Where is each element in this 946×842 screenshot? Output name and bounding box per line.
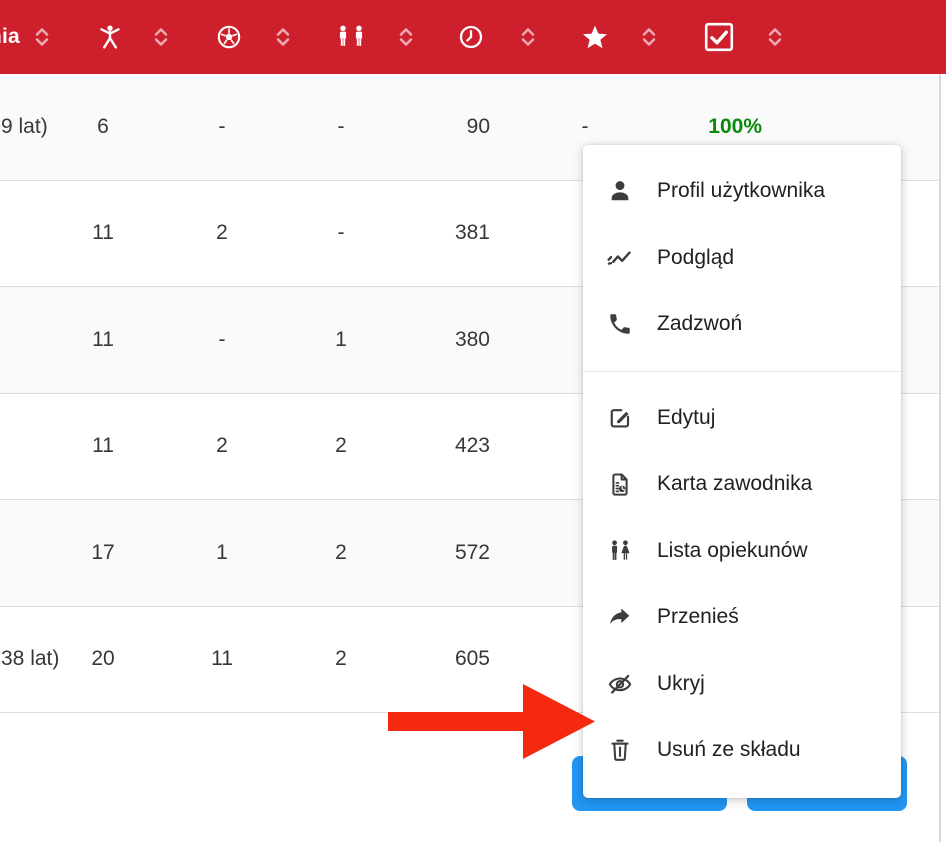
menu-item-podglad[interactable]: Podgląd	[583, 225, 901, 292]
cell-players: -	[337, 221, 345, 244]
cell-athlete: 11	[92, 221, 114, 244]
cell-players: 1	[335, 327, 347, 351]
cell-star: -	[581, 114, 589, 138]
soccer-ball-icon[interactable]	[216, 0, 242, 74]
cell-clock: 572	[454, 540, 490, 564]
menu-item-lista-opiekunow[interactable]: Lista opiekunów	[583, 518, 901, 585]
cell-athlete: 6	[97, 114, 109, 138]
menu-item-karta-zawodnika[interactable]: Karta zawodnika	[583, 451, 901, 518]
sort-chevrons-icon[interactable]	[640, 25, 658, 49]
sort-chevrons-icon[interactable]	[766, 25, 784, 49]
cell-athlete: 20	[91, 647, 115, 670]
menu-item-edytuj[interactable]: Edytuj	[583, 385, 901, 452]
sort-chevrons-icon[interactable]	[33, 25, 51, 49]
menu-item-ukryj[interactable]: Ukryj	[583, 651, 901, 718]
checkbox-icon[interactable]	[704, 0, 734, 74]
cell-clock: 90	[466, 114, 490, 138]
cell-ball: 1	[216, 540, 228, 564]
cell-ball: 2	[216, 434, 228, 457]
cell-athlete: 11	[92, 327, 114, 351]
cell-players: -	[337, 114, 345, 138]
player-name-fragment	[1, 394, 73, 499]
player-card-icon	[607, 471, 633, 497]
cell-clock: 381	[454, 221, 490, 244]
cell-players: 2	[335, 434, 347, 457]
column-header-name[interactable]: nia	[0, 25, 20, 48]
table-right-border	[939, 74, 941, 842]
cell-clock: 605	[454, 647, 490, 670]
cell-players: 2	[335, 540, 347, 564]
player-name-fragment: 9 lat)	[1, 114, 48, 138]
star-icon[interactable]	[581, 0, 609, 74]
player-name-fragment	[1, 287, 73, 392]
cell-clock: 380	[454, 327, 490, 351]
cell-clock: 423	[454, 434, 490, 457]
cell-athlete: 11	[92, 434, 114, 457]
cell-players: 2	[335, 647, 347, 670]
cell-ball: 11	[211, 647, 233, 670]
guardians-icon	[607, 538, 633, 564]
two-players-icon[interactable]	[335, 0, 367, 74]
clock-icon[interactable]	[458, 0, 484, 74]
menu-divider	[583, 370, 901, 372]
phone-icon	[607, 311, 633, 337]
cell-ball: 2	[216, 221, 228, 244]
cell-ball: -	[218, 114, 226, 138]
move-icon	[607, 604, 633, 630]
player-name-fragment	[1, 500, 73, 605]
line-chart-icon	[607, 245, 633, 271]
row-context-menu: Profil użytkownika Podgląd Zadzwoń Edytu…	[583, 145, 901, 798]
table-header: nia	[0, 0, 946, 74]
player-name-fragment: 38 lat)	[1, 647, 60, 670]
sort-chevrons-icon[interactable]	[274, 25, 292, 49]
cell-athlete: 17	[91, 540, 115, 564]
sort-chevrons-icon[interactable]	[397, 25, 415, 49]
player-name-fragment	[1, 181, 73, 286]
sort-chevrons-icon[interactable]	[519, 25, 537, 49]
menu-item-przenies[interactable]: Przenieś	[583, 584, 901, 651]
edit-icon	[607, 405, 633, 431]
hide-icon	[607, 671, 633, 697]
cell-ball: -	[218, 327, 226, 351]
menu-item-profil-uzytkownika[interactable]: Profil użytkownika	[583, 158, 901, 225]
menu-item-zadzwon[interactable]: Zadzwoń	[583, 291, 901, 358]
menu-item-usun-ze-skladu[interactable]: Usuń ze składu	[583, 717, 901, 784]
attendance-percent: 100%	[708, 114, 762, 138]
remove-icon	[607, 737, 633, 763]
sort-chevrons-icon[interactable]	[152, 25, 170, 49]
user-icon	[607, 178, 633, 204]
athlete-icon[interactable]	[97, 0, 123, 74]
